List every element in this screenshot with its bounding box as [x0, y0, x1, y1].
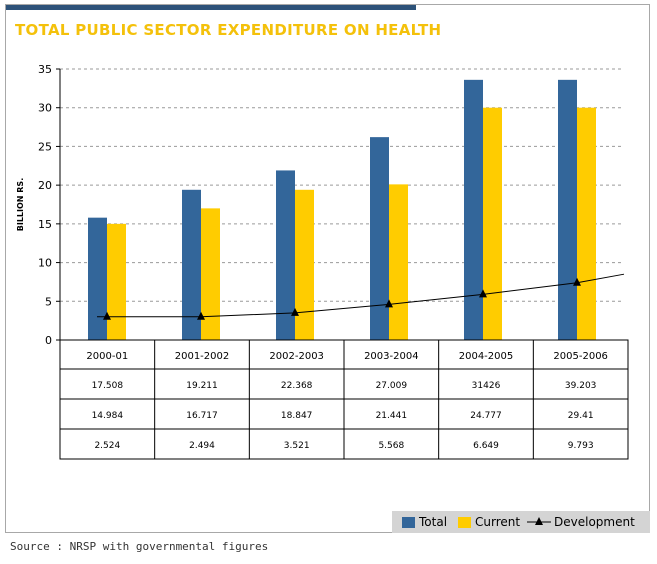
y-tick-label: 30: [38, 102, 52, 115]
bar-total: [558, 79, 577, 340]
bar-current: [107, 223, 126, 340]
y-tick-label: 35: [38, 63, 52, 76]
bar-total: [370, 137, 389, 340]
chart-title: TOTAL PUBLIC SECTOR EXPENDITURE ON HEALT…: [15, 21, 442, 39]
y-tick-label: 20: [38, 179, 52, 192]
development-marker: [291, 307, 299, 316]
bar-current: [577, 107, 596, 340]
legend-label-total: Total: [419, 515, 448, 529]
bar-total: [464, 79, 483, 340]
table-cell: 18.847: [281, 411, 313, 421]
chart-svg: 0 5 10 15 20 25 30 35 BILLION RS. 2000-01 2001-200…: [16, 63, 629, 460]
x-tick-label: 2000-01: [86, 351, 128, 362]
bar-total: [88, 217, 107, 340]
x-tick-label: 2001-2002: [175, 351, 230, 362]
table-cell: 22.368: [281, 381, 313, 391]
x-tick-label: 2003-2004: [364, 351, 419, 362]
bar-total: [182, 189, 201, 340]
table-cell: 16.717: [186, 411, 218, 421]
development-line: [97, 273, 625, 318]
legend-item-current: Current: [458, 515, 520, 529]
development-marker: [197, 311, 205, 320]
table-cell: 17.508: [92, 381, 124, 391]
development-marker: [385, 299, 393, 308]
table-cell: 6.649: [473, 441, 499, 451]
table-cell: 2.524: [94, 441, 120, 451]
legend-label-current: Current: [475, 515, 521, 529]
table-cell: 39.203: [565, 381, 597, 391]
bar-current: [295, 189, 314, 340]
table-cell: 14.984: [92, 411, 124, 421]
bar-total: [276, 170, 295, 340]
development-marker: [573, 277, 581, 286]
y-tick-label: 5: [45, 295, 52, 308]
bar-current: [201, 208, 220, 340]
table-cell: 31426: [472, 381, 501, 391]
table-cell: 27.009: [376, 381, 408, 391]
development-marker: [479, 289, 487, 298]
table-cell: 3.521: [284, 441, 310, 451]
y-tick-label: 15: [38, 218, 52, 231]
table-cell: 9.793: [568, 441, 594, 451]
bar-current: [483, 107, 502, 340]
table-cell: 29.41: [568, 411, 594, 421]
y-tick-label: 10: [38, 257, 52, 270]
y-tick-label: 25: [38, 140, 52, 153]
current-swatch-icon: [458, 516, 471, 528]
total-swatch-icon: [402, 516, 415, 528]
table-cell: 2.494: [189, 441, 215, 451]
table-cell: 19.211: [186, 381, 218, 391]
legend-item-total: Total: [402, 515, 447, 529]
table-cell: 21.441: [376, 411, 408, 421]
bar-current: [389, 184, 408, 340]
y-axis-label: BILLION RS.: [16, 178, 25, 232]
source-note: Source : NRSP with governmental figures: [10, 540, 269, 553]
table-cell: 24.777: [470, 411, 502, 421]
legend-label-development: Development: [554, 515, 635, 529]
y-tick-label: 0: [45, 334, 52, 347]
x-tick-label: 2005-2006: [553, 351, 608, 362]
x-tick-label: 2004-2005: [459, 351, 514, 362]
development-marker: [103, 311, 111, 320]
development-line-icon: [527, 517, 551, 525]
legend-item-development: Development: [527, 515, 635, 529]
legend: Total Current Development: [392, 511, 650, 533]
chart-frame: TOTAL PUBLIC SECTOR EXPENDITURE ON HEALT…: [5, 4, 650, 533]
table-cell: 5.568: [378, 441, 404, 451]
x-tick-label: 2002-2003: [269, 351, 324, 362]
header-accent-bar: [6, 5, 416, 10]
